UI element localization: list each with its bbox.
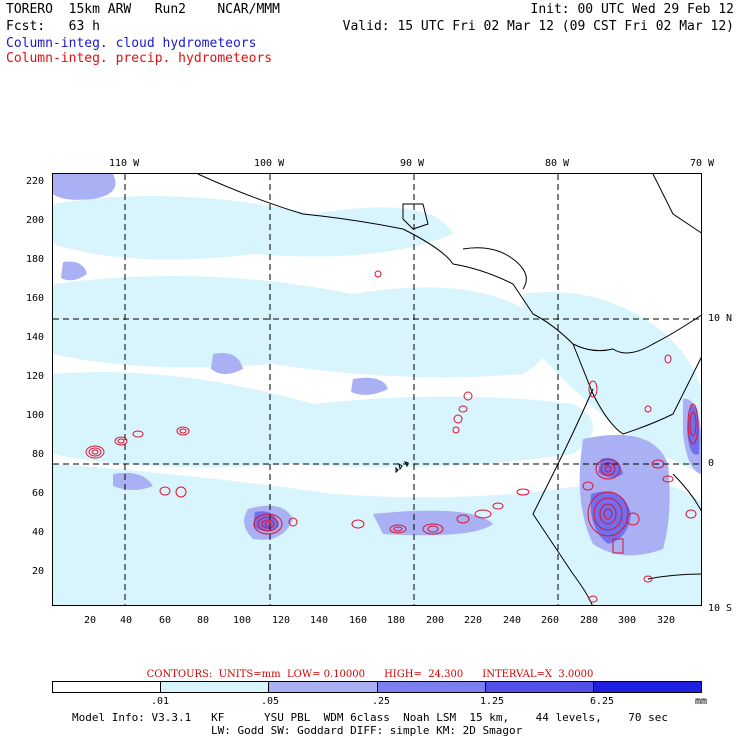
lon-label: 70 W	[690, 158, 715, 169]
lon-label: 110 W	[109, 158, 140, 169]
colorbar-label: .05	[261, 696, 280, 707]
x-tick: 40	[120, 615, 133, 626]
colorbar-label: 6.25	[590, 696, 615, 707]
y-tick: 220	[26, 176, 45, 187]
model-info: Model Info: V3.3.1 KF YSU PBL WDM 6class…	[72, 711, 669, 724]
x-tick: 240	[503, 615, 522, 626]
x-tick: 160	[349, 615, 368, 626]
y-tick: 60	[32, 488, 45, 499]
lat-label: 0	[708, 458, 715, 469]
y-tick: 100	[26, 410, 45, 421]
legend-cloud: Column-integ. cloud hydrometeors	[6, 36, 257, 51]
lon-label: 90 W	[400, 158, 425, 169]
cloud-shading-light	[53, 196, 701, 605]
x-tick: 100	[233, 615, 252, 626]
y-tick: 120	[26, 371, 45, 382]
x-tick: 80	[197, 615, 210, 626]
map-panel	[52, 173, 702, 606]
x-tick: 300	[618, 615, 637, 626]
x-tick: 60	[159, 615, 172, 626]
x-tick: 20	[84, 615, 97, 626]
x-tick: 220	[464, 615, 483, 626]
x-tick: 320	[657, 615, 676, 626]
colorbar-swatch	[269, 682, 378, 692]
colorbar-unit: mm	[695, 696, 708, 707]
init-time: Init: 00 UTC Wed 29 Feb 12	[530, 2, 735, 17]
valid-time: Valid: 15 UTC Fri 02 Mar 12 (09 CST Fri …	[342, 19, 734, 34]
precip-contours	[85, 270, 699, 603]
y-tick: 80	[32, 449, 45, 460]
y-tick: 40	[32, 527, 45, 538]
y-tick: 20	[32, 566, 45, 577]
colorbar-label: .01	[151, 696, 170, 707]
x-tick: 180	[387, 615, 406, 626]
x-tick: 140	[310, 615, 329, 626]
lon-label: 100 W	[254, 158, 285, 169]
x-tick: 260	[541, 615, 560, 626]
x-tick: 280	[580, 615, 599, 626]
colorbar-label: 1.25	[480, 696, 505, 707]
forecast-hour: Fcst: 63 h	[6, 19, 100, 34]
header-title: TORERO 15km ARW Run2 NCAR/MMM	[6, 2, 280, 17]
colorbar-swatch	[485, 682, 594, 692]
colorbar-swatch	[161, 682, 270, 692]
colorbar-swatch	[593, 682, 702, 692]
graticule	[53, 174, 701, 605]
colorbar-swatch	[53, 682, 162, 692]
y-tick: 200	[26, 215, 45, 226]
contour-info: CONTOURS: UNITS=mm LOW= 0.10000 HIGH= 24…	[146, 669, 594, 680]
colorbar-label: .25	[372, 696, 391, 707]
y-tick: 140	[26, 332, 45, 343]
map-canvas	[53, 174, 701, 605]
x-tick: 200	[426, 615, 445, 626]
x-tick: 120	[272, 615, 291, 626]
lon-label: 80 W	[545, 158, 570, 169]
physics-info: LW: Godd SW: Goddard DIFF: simple KM: 2D…	[211, 724, 523, 737]
lat-label: 10 S	[708, 603, 733, 614]
colorbar	[52, 681, 702, 693]
colorbar-swatch	[377, 682, 486, 692]
lat-label: 10 N	[708, 313, 733, 324]
legend-precip: Column-integ. precip. hydrometeors	[6, 51, 273, 66]
y-tick: 180	[26, 254, 45, 265]
y-tick: 160	[26, 293, 45, 304]
